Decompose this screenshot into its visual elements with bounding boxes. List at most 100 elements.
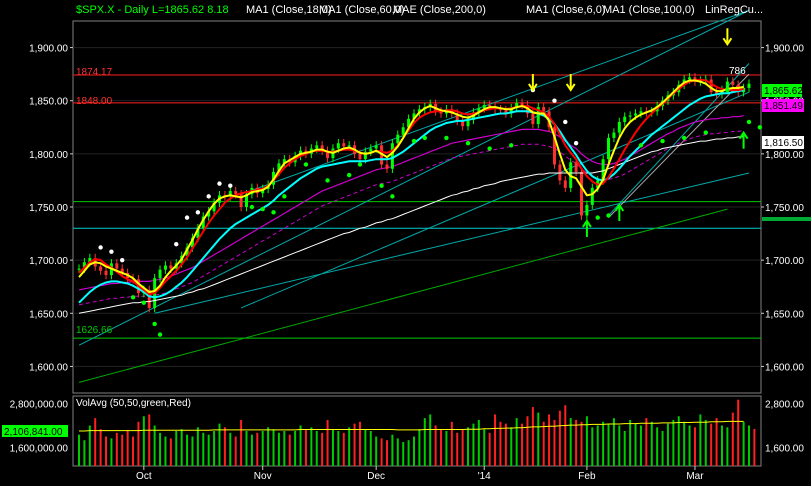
candle-body: [369, 148, 373, 152]
ma-white-tag: 1,816.50: [764, 138, 803, 149]
volume-bar: [326, 419, 329, 466]
volume-bar: [477, 419, 480, 466]
channel-line: [78, 208, 728, 383]
volume-bar: [175, 431, 178, 466]
signal-arrow-down: [528, 83, 538, 92]
candle-body: [407, 118, 411, 128]
volume-bar: [650, 421, 653, 466]
moving-averages: [78, 78, 744, 314]
price-tick-right: 1,600.00: [765, 362, 804, 373]
volume-bar: [553, 419, 556, 466]
volume-bar: [191, 436, 194, 466]
sar-dot: [184, 215, 190, 220]
candle-body: [574, 162, 578, 172]
volume-bar: [353, 423, 356, 466]
sar-dot: [271, 210, 276, 215]
sar-dot: [206, 194, 211, 199]
volume-bar: [272, 429, 275, 466]
volume-bar: [710, 423, 713, 466]
level-label-bottom: 1626.66: [76, 325, 113, 336]
volume-bar: [358, 421, 361, 466]
volume-bar: [94, 418, 97, 466]
volume-bar: [283, 431, 286, 466]
volume-average-line: [79, 420, 744, 432]
header-symbol: $SPX.X - Daily L=1865.62 8.18: [76, 4, 229, 16]
candle-body: [185, 247, 189, 256]
candle-body: [531, 113, 535, 125]
volume-bar: [315, 431, 318, 466]
volume-current-tag: 2,106,841.00: [4, 427, 63, 438]
volume-bar: [542, 421, 545, 466]
candle-body: [515, 102, 519, 109]
volume-bar: [121, 434, 124, 466]
candle-body: [509, 108, 513, 114]
indicator-label: MAE (Close,200,0): [393, 4, 486, 16]
sar-dot: [638, 143, 644, 148]
candle-body: [747, 83, 751, 88]
candle-body: [580, 171, 583, 216]
volume-bar: [186, 434, 189, 466]
sar-dot: [195, 210, 201, 215]
candle-body: [239, 194, 243, 207]
volume-bar: [164, 436, 167, 466]
volume-bar: [277, 432, 280, 466]
volume-bar: [126, 431, 129, 466]
time-label: Nov: [254, 471, 272, 481]
volume-bar: [607, 423, 610, 466]
candle-body: [455, 113, 459, 121]
sar-dot: [444, 135, 449, 141]
volume-bar: [407, 440, 410, 466]
time-label: Dec: [367, 471, 385, 481]
volume-bar: [569, 418, 572, 466]
volume-bar: [132, 436, 135, 466]
candle-body: [401, 127, 405, 135]
time-label: Mar: [686, 471, 704, 481]
ma18-line: [78, 78, 744, 296]
volume-bar: [494, 414, 497, 466]
candle-body: [585, 204, 589, 216]
volume-bar: [153, 425, 156, 466]
sar-dot: [379, 183, 384, 188]
volume-bar: [483, 429, 486, 466]
volume-bar: [575, 419, 578, 466]
annotation-label: 786: [729, 66, 746, 77]
volume-bar: [645, 418, 648, 466]
candle-body: [477, 108, 481, 113]
candle-body: [147, 289, 151, 308]
volume-bar: [526, 416, 529, 466]
candle-body: [158, 269, 162, 279]
candle-body: [207, 211, 211, 217]
candle-body: [693, 77, 697, 82]
candle-body: [607, 137, 611, 160]
volume-bar: [726, 427, 729, 466]
sar-dot: [411, 138, 417, 144]
signal-arrow-up: [738, 130, 749, 140]
candle-body: [715, 92, 719, 95]
candle-body: [82, 262, 86, 269]
volume-bar: [472, 423, 475, 466]
volume-bar: [261, 431, 264, 466]
candle-body: [358, 153, 362, 160]
green-level-tag: [762, 217, 811, 221]
candle-body: [282, 159, 286, 164]
candle-body: [623, 116, 627, 122]
volume-bar: [364, 429, 367, 466]
volume-bar: [105, 436, 108, 466]
volume-bar: [88, 425, 91, 466]
volume-bar: [591, 427, 594, 466]
volume-bar: [331, 429, 334, 466]
volume-bar: [342, 432, 345, 466]
volume-bar: [418, 429, 421, 466]
candle-body: [99, 266, 103, 271]
ma-cyan-line: [78, 89, 744, 304]
price-tick-right: 1,700.00: [765, 256, 804, 267]
candle-body: [488, 104, 492, 107]
sar-dot: [98, 245, 103, 250]
candle-body: [363, 151, 367, 160]
candle-body: [612, 132, 616, 138]
sar-dot: [573, 141, 579, 146]
volume-bar: [310, 427, 313, 466]
